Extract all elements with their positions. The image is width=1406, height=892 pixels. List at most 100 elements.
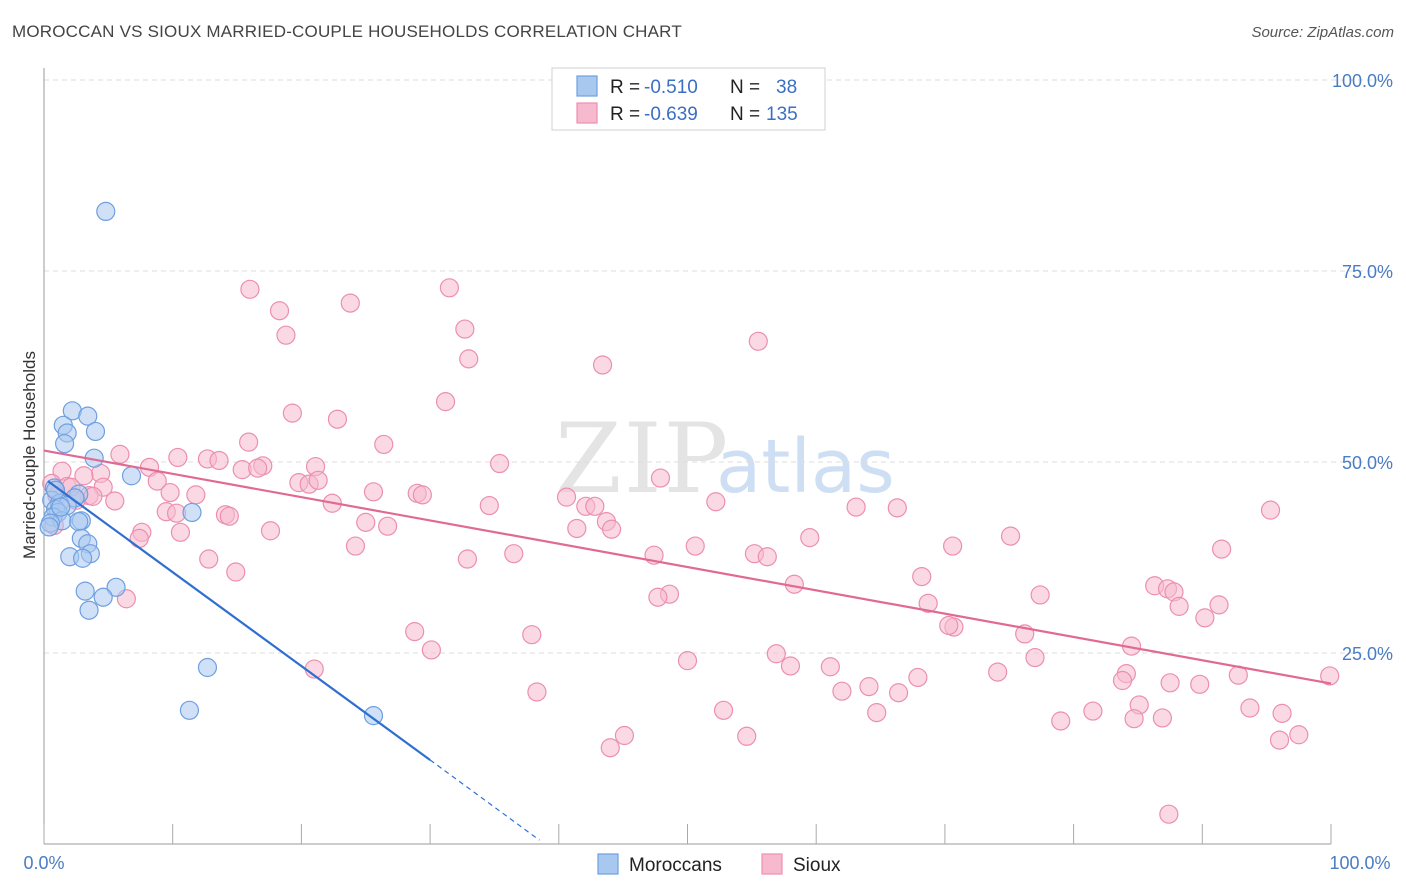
sioux-point-131 [1159, 804, 1179, 824]
sioux-point-125 [1152, 708, 1173, 728]
sioux-point-72 [504, 544, 524, 564]
sioux-point-101 [1025, 647, 1045, 668]
sioux-point-50 [887, 498, 907, 518]
moroccans-point-17 [182, 502, 202, 523]
legend-bottom-label-sioux: Sioux [793, 855, 841, 876]
source-label: Source: ZipAtlas.com [1251, 24, 1394, 41]
sioux-point-85 [648, 587, 668, 607]
sioux-point-129 [1269, 730, 1290, 750]
sioux-point-78 [226, 562, 246, 582]
y-tick-label-50: 50.0% [1342, 453, 1393, 473]
moroccans-point-28 [73, 548, 93, 568]
trend-lines [43, 449, 1332, 841]
sioux-point-130 [1289, 725, 1309, 745]
moroccans-point-31 [93, 587, 113, 607]
sioux-point-100 [677, 651, 698, 671]
sioux-point-116 [527, 682, 547, 702]
sioux-point-126 [737, 726, 757, 746]
sioux-point-88 [1209, 595, 1229, 615]
sioux-point-108 [1112, 670, 1133, 691]
sioux-point-128 [600, 738, 620, 758]
legend-r-label-sioux: R = [610, 104, 640, 125]
sioux-point-91 [1195, 608, 1215, 628]
sioux-point-4 [276, 325, 296, 345]
moroccans-point-29 [106, 577, 126, 597]
sioux-point-97 [421, 640, 441, 660]
sioux-point-57 [378, 516, 398, 536]
x-tick-label-max: 100.0% [1329, 853, 1390, 873]
sioux-point-68 [345, 536, 366, 556]
sioux-point-87 [918, 593, 938, 613]
moroccans-trend-extension [429, 759, 540, 841]
sioux-point-25 [248, 458, 268, 478]
sioux-point-121 [713, 700, 734, 720]
legend-swatch-sioux [576, 102, 598, 124]
sioux-point-134 [74, 466, 94, 486]
sioux-point-0 [240, 279, 260, 299]
moroccans-point-8 [121, 466, 142, 486]
moroccans-point-23 [39, 517, 59, 537]
chart-title: MOROCCAN VS SIOUX MARRIED-COUPLE HOUSEHO… [12, 22, 682, 41]
sioux-point-96 [939, 615, 959, 636]
sioux-point-11 [327, 409, 348, 429]
sioux-point-34 [363, 482, 384, 502]
sioux-point-115 [888, 683, 909, 703]
sioux-point-103 [780, 656, 801, 676]
sioux-point-105 [988, 662, 1008, 682]
sioux-point-9 [435, 392, 456, 412]
moroccans-point-6 [54, 434, 75, 454]
legend-bottom-swatch-sioux [761, 853, 783, 875]
sioux-point-26 [650, 468, 671, 488]
sioux-point-60 [601, 519, 622, 539]
sioux-point-63 [170, 522, 191, 542]
legend-r-value-sioux: -0.639 [644, 104, 698, 125]
legend-r-value-moroccans: -0.510 [644, 77, 698, 98]
legend-bottom-label-moroccans: Moroccans [629, 855, 722, 876]
legend-bottom-swatch-moroccans [597, 853, 619, 875]
sioux-point-71 [1212, 539, 1232, 559]
sioux-point-13 [374, 434, 394, 455]
moroccans-point-30 [75, 581, 95, 601]
sioux-point-7 [459, 349, 479, 369]
sioux-trend-line [43, 449, 1332, 685]
sioux-point-113 [832, 681, 852, 701]
sioux-point-12 [239, 432, 259, 452]
watermark-atlas: atlas [716, 424, 895, 510]
moroccans-point-2 [78, 406, 98, 426]
sioux-point-112 [1190, 674, 1210, 694]
sioux-point-114 [859, 677, 879, 697]
sioux-point-38 [186, 485, 206, 505]
watermark-zip: ZIP [555, 403, 730, 515]
y-axis-label: Married-couple Households [20, 351, 39, 559]
sioux-point-6 [748, 331, 768, 351]
legend-n-label-moroccans: N = [730, 77, 760, 98]
sioux-point-111 [1320, 666, 1340, 686]
sioux-point-19 [489, 453, 510, 474]
sioux-point-98 [766, 644, 786, 664]
sioux-point-124 [1051, 711, 1071, 731]
sioux-point-54 [219, 506, 239, 526]
sioux-point-49 [846, 497, 866, 517]
sioux-point-127 [614, 725, 635, 746]
sioux-point-64 [129, 528, 149, 549]
y-tick-labels: 25.0% 50.0% 75.0% 100.0% [1332, 71, 1393, 664]
sioux-point-66 [1000, 526, 1021, 546]
sioux-point-65 [800, 528, 820, 548]
sioux-point-122 [1272, 703, 1292, 723]
sioux-point-70 [943, 536, 963, 556]
moroccans-point-4 [85, 421, 106, 442]
sioux-point-33 [160, 482, 180, 503]
sioux-point-75 [757, 547, 777, 567]
legend-n-value-moroccans: 38 [776, 77, 797, 98]
sioux-point-37 [556, 487, 577, 507]
sioux-point-56 [356, 512, 376, 532]
legend-n-value-sioux: 135 [766, 104, 798, 125]
sioux-point-93 [522, 625, 542, 645]
sioux-points [42, 278, 1340, 824]
sioux-point-36 [412, 485, 432, 505]
legend-swatch-moroccans [576, 75, 598, 97]
y-tick-label-75: 75.0% [1342, 262, 1393, 282]
sioux-point-10 [282, 403, 302, 423]
sioux-point-47 [585, 496, 605, 516]
